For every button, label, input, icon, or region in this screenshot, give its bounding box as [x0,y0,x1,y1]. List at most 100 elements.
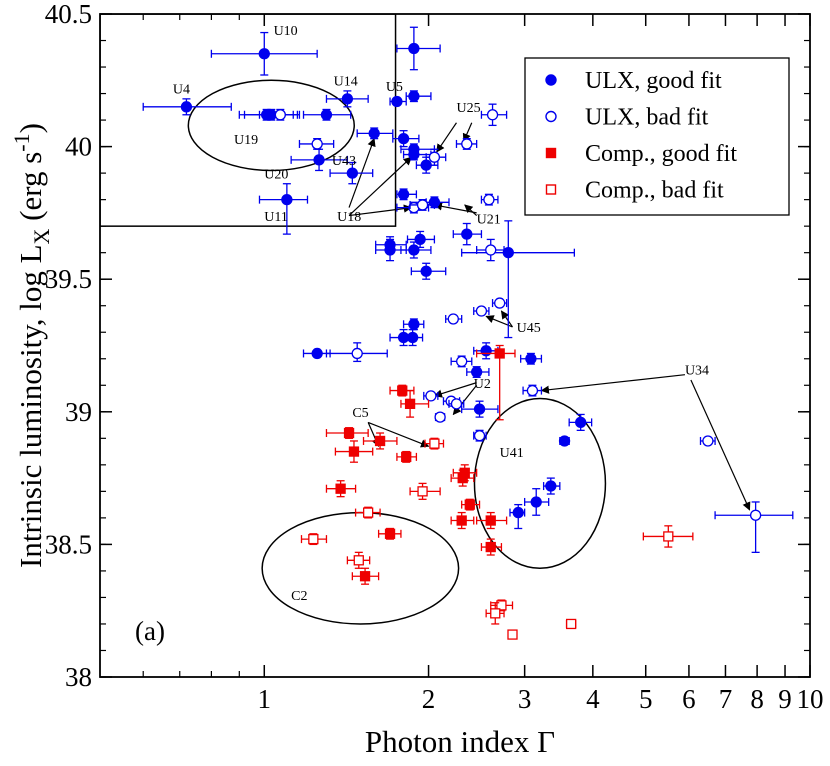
annotation-arrow [464,204,478,216]
annotation-label: C5 [352,406,368,421]
legend-label: Comp., bad fit [585,178,724,204]
data-point [486,109,499,121]
data-point [475,305,488,317]
legend-marker [545,110,557,123]
ellipse-u41 [473,397,607,570]
data-point [351,347,363,360]
annotation-arrow [433,382,477,398]
data-point [496,600,507,611]
data-point [362,507,374,518]
data-point [384,244,396,256]
data-point [428,151,441,163]
annotation-arrow [436,122,457,153]
ellipse-u19 [187,79,355,172]
y-tick-label: 40.5 [45,0,92,29]
data-point [545,480,557,492]
highlight-box [100,14,397,227]
data-point [447,313,459,325]
data-point [404,398,416,409]
annotation-arrow [500,310,513,328]
data-point [480,345,492,357]
data-point [434,411,446,423]
data-point [401,451,412,463]
annotation-arrow [433,202,477,214]
data-point [180,101,193,113]
data-point [450,398,463,410]
annotation-label: U41 [500,446,524,461]
data-point [308,533,319,545]
data-point [397,188,410,200]
data-point [359,571,371,582]
data-point [507,629,518,640]
data-point [558,435,571,447]
annotation-label: U43 [332,154,356,169]
annotation-label: U4 [173,83,190,98]
annotation-label: U21 [477,213,501,228]
data-point [530,496,542,508]
data-point [274,109,286,121]
y-tick-label: 40 [65,132,92,162]
data-point [483,193,495,206]
annotation-label: U25 [456,101,480,116]
legend-label: ULX, good fit [585,68,722,94]
legend-box [524,57,790,216]
annotation-label: U45 [517,321,541,336]
data-point [408,244,420,256]
data-point [485,244,497,256]
data-point [397,385,408,396]
data-point [456,515,467,526]
annotation-arrow [348,204,413,217]
data-point [313,154,325,166]
annotation-label: U14 [334,75,358,90]
annotation-label: U19 [234,133,258,148]
data-point [749,509,762,521]
annotation-label: U2 [474,377,491,392]
annotation-label: U34 [685,364,709,379]
x-tick-label: 2 [422,684,436,714]
data-point [346,167,358,179]
data-point [408,42,420,55]
data-point [353,555,364,566]
data-point [663,531,674,542]
x-tick-label: 3 [518,684,532,714]
series-ulx-bad-fit [258,103,794,554]
annotation-label: U5 [386,80,403,95]
annotation-label: U18 [337,210,361,225]
data-point [473,430,486,442]
data-point [408,148,420,161]
data-point [502,247,514,259]
data-point [311,347,323,360]
data-point [565,618,577,630]
data-point [368,127,380,139]
data-point [456,355,468,368]
data-point [494,297,506,309]
data-point [341,93,354,105]
data-point [348,446,360,457]
annotation-arrow [540,374,686,394]
annotation-arrow [690,379,751,511]
data-point [512,506,524,519]
y-tick-label: 38.5 [45,529,92,559]
legend-marker [545,74,557,86]
data-point [335,483,346,494]
legend-marker [545,184,557,195]
data-point [258,48,270,60]
x-tick-label: 9 [778,684,792,714]
y-tick-label: 39 [65,397,92,427]
data-point [416,199,429,211]
x-tick-label: 6 [682,684,696,714]
data-point [490,608,501,619]
data-point [464,499,475,510]
data-point [374,435,386,447]
y-axis-title: Intrinsic luminosity, log LX (erg s-1) [9,123,54,568]
x-tick-label: 4 [586,684,600,714]
x-tick-label: 7 [719,684,733,714]
data-point [457,472,468,484]
x-tick-label: 8 [750,684,764,714]
x-tick-label: 1 [258,684,272,714]
legend-label: ULX, bad fit [585,105,709,131]
series-comp-bad-fit [300,437,694,640]
data-point [384,528,396,539]
data-point [408,90,420,102]
data-point [485,541,496,553]
